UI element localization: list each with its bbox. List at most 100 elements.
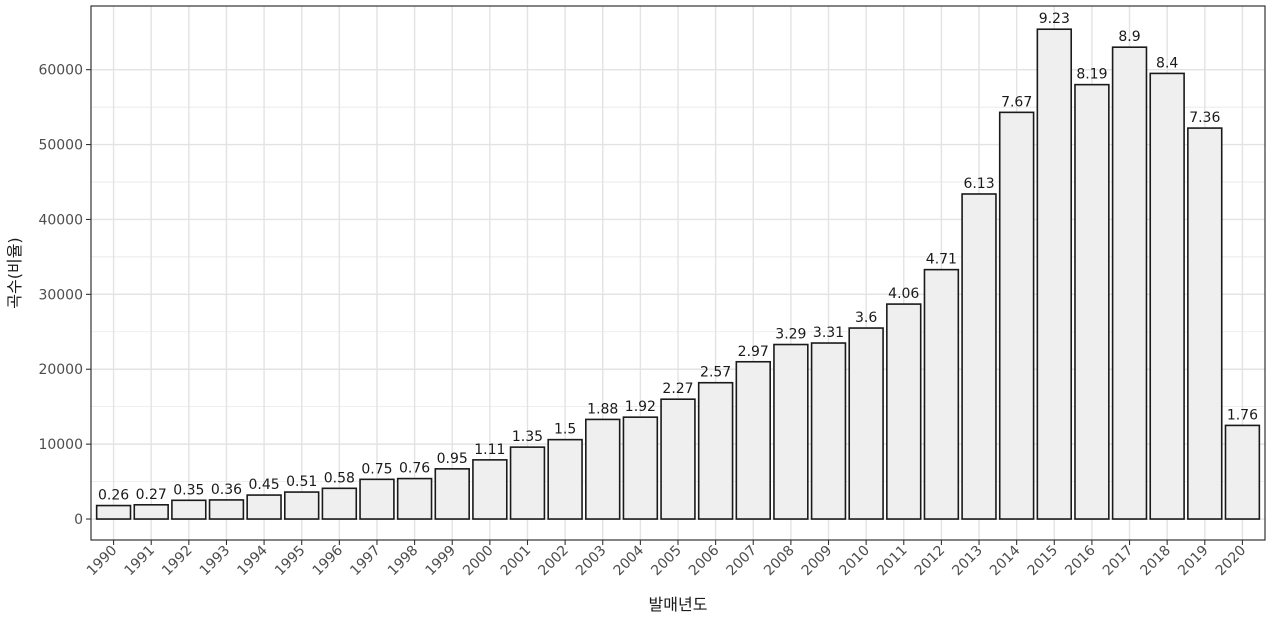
data-label-2005: 2.27 (662, 381, 693, 397)
x-tick-label-2002: 2002 (535, 543, 572, 580)
data-label-2017: 8.9 (1118, 29, 1140, 45)
bar-1997 (359, 478, 395, 520)
y-tick-label: 20000 (38, 362, 83, 378)
data-label-1999: 0.95 (437, 451, 468, 467)
bar-1993 (208, 499, 245, 520)
y-tick-label: 40000 (38, 212, 83, 228)
bar-2020 (1224, 424, 1261, 520)
data-label-2013: 6.13 (963, 176, 994, 192)
data-label-2012: 4.71 (926, 252, 957, 268)
bar-2013 (961, 193, 997, 520)
data-label-2003: 1.88 (587, 401, 618, 417)
bar-2002 (547, 438, 583, 520)
x-tick-label-2012: 2012 (912, 543, 949, 580)
bar-1996 (321, 487, 358, 520)
x-tick-label-2015: 2015 (1025, 543, 1062, 580)
x-tick-label-1998: 1998 (385, 543, 422, 580)
data-label-1990: 0.26 (98, 488, 129, 504)
y-tick-label: 0 (74, 512, 83, 528)
data-label-2014: 7.67 (1001, 94, 1032, 110)
data-labels-layer: 0.26 0.27 0.35 0.36 0.45 0.51 0.58 0.75 0.76 0.95… (98, 11, 1258, 503)
x-tick-label-2003: 2003 (573, 543, 610, 580)
y-axis: 0 10000 20000 30000 40000 50000 60000 (38, 63, 91, 528)
x-tick-label-2011: 2011 (874, 543, 911, 580)
x-tick-label-2019: 2019 (1175, 543, 1212, 580)
data-label-1994: 0.45 (249, 477, 280, 493)
x-tick-label-2010: 2010 (836, 543, 873, 580)
data-label-1993: 0.36 (211, 482, 242, 498)
bar-2016 (1074, 83, 1110, 520)
x-tick-label-2020: 2020 (1213, 543, 1250, 580)
bar-1990 (95, 504, 132, 520)
x-tick-label-2009: 2009 (799, 543, 836, 580)
bar-2000 (472, 459, 508, 520)
data-label-1996: 0.58 (324, 470, 355, 486)
data-label-2010: 3.6 (855, 310, 877, 326)
data-label-2007: 2.97 (738, 344, 769, 360)
bar-1992 (171, 499, 207, 520)
data-label-1997: 0.75 (361, 461, 392, 477)
bar-1991 (133, 503, 169, 520)
bar-2001 (509, 446, 546, 520)
x-tick-label-2004: 2004 (611, 542, 648, 579)
bar-2009 (810, 342, 847, 520)
x-tick-label-1997: 1997 (347, 543, 384, 580)
bar-2018 (1149, 72, 1185, 520)
data-label-2009: 3.31 (813, 325, 844, 341)
x-axis: 1990 1991 1992 1993 1994 1995 1996 1997 1998 1999… (84, 540, 1249, 579)
bar-1999 (434, 468, 470, 520)
x-tick-label-2005: 2005 (648, 543, 685, 580)
x-tick-label-2014: 2014 (987, 542, 1024, 579)
data-label-1995: 0.51 (286, 474, 317, 490)
x-axis-title: 발매년도 (649, 595, 708, 614)
bar-2015 (1036, 28, 1073, 520)
data-label-2019: 7.36 (1189, 110, 1220, 126)
data-label-2000: 1.11 (474, 442, 505, 458)
data-label-2020: 1.76 (1227, 407, 1258, 423)
x-tick-label-1999: 1999 (423, 543, 460, 580)
data-label-2006: 2.57 (700, 365, 731, 381)
bar-2011 (886, 303, 922, 520)
y-tick-label: 50000 (38, 138, 83, 154)
y-tick-label: 60000 (38, 63, 83, 79)
x-tick-label-1992: 1992 (159, 543, 196, 580)
x-tick-label-1994: 1994 (234, 542, 271, 579)
bar-2017 (1111, 46, 1148, 520)
bar-2012 (923, 268, 960, 520)
bar-2005 (660, 398, 696, 520)
x-tick-label-2008: 2008 (761, 543, 798, 580)
bar-2010 (848, 327, 884, 520)
y-tick-label: 10000 (38, 437, 83, 453)
bar-2004 (622, 416, 659, 520)
x-tick-label-1991: 1991 (122, 543, 159, 580)
data-label-2002: 1.5 (554, 422, 576, 438)
bar-2014 (998, 111, 1035, 520)
bar-1994 (246, 494, 282, 520)
data-label-2016: 8.19 (1076, 67, 1107, 83)
data-label-1998: 0.76 (399, 461, 430, 477)
x-tick-label-2006: 2006 (686, 542, 723, 579)
bar-1998 (396, 477, 433, 520)
data-label-2008: 3.29 (775, 327, 806, 343)
bar-2006 (697, 381, 734, 520)
bar-2019 (1187, 127, 1223, 520)
x-tick-label-1990: 1990 (84, 543, 121, 580)
bars-layer (95, 28, 1261, 520)
x-tick-label-2007: 2007 (724, 543, 761, 580)
data-label-2018: 8.4 (1156, 55, 1178, 71)
x-tick-label-1995: 1995 (272, 543, 309, 580)
data-label-2001: 1.35 (512, 429, 543, 445)
data-label-2011: 4.06 (888, 286, 919, 302)
data-label-1991: 0.27 (136, 487, 167, 503)
y-tick-label: 30000 (38, 287, 83, 303)
data-label-2004: 1.92 (625, 399, 656, 415)
data-label-1992: 0.35 (173, 482, 204, 498)
x-tick-label-2017: 2017 (1100, 543, 1137, 580)
x-tick-label-2016: 2016 (1062, 542, 1099, 579)
x-tick-label-2013: 2013 (949, 543, 986, 580)
bar-2007 (735, 360, 771, 520)
bar-2003 (585, 418, 621, 520)
x-tick-label-2001: 2001 (498, 543, 535, 580)
